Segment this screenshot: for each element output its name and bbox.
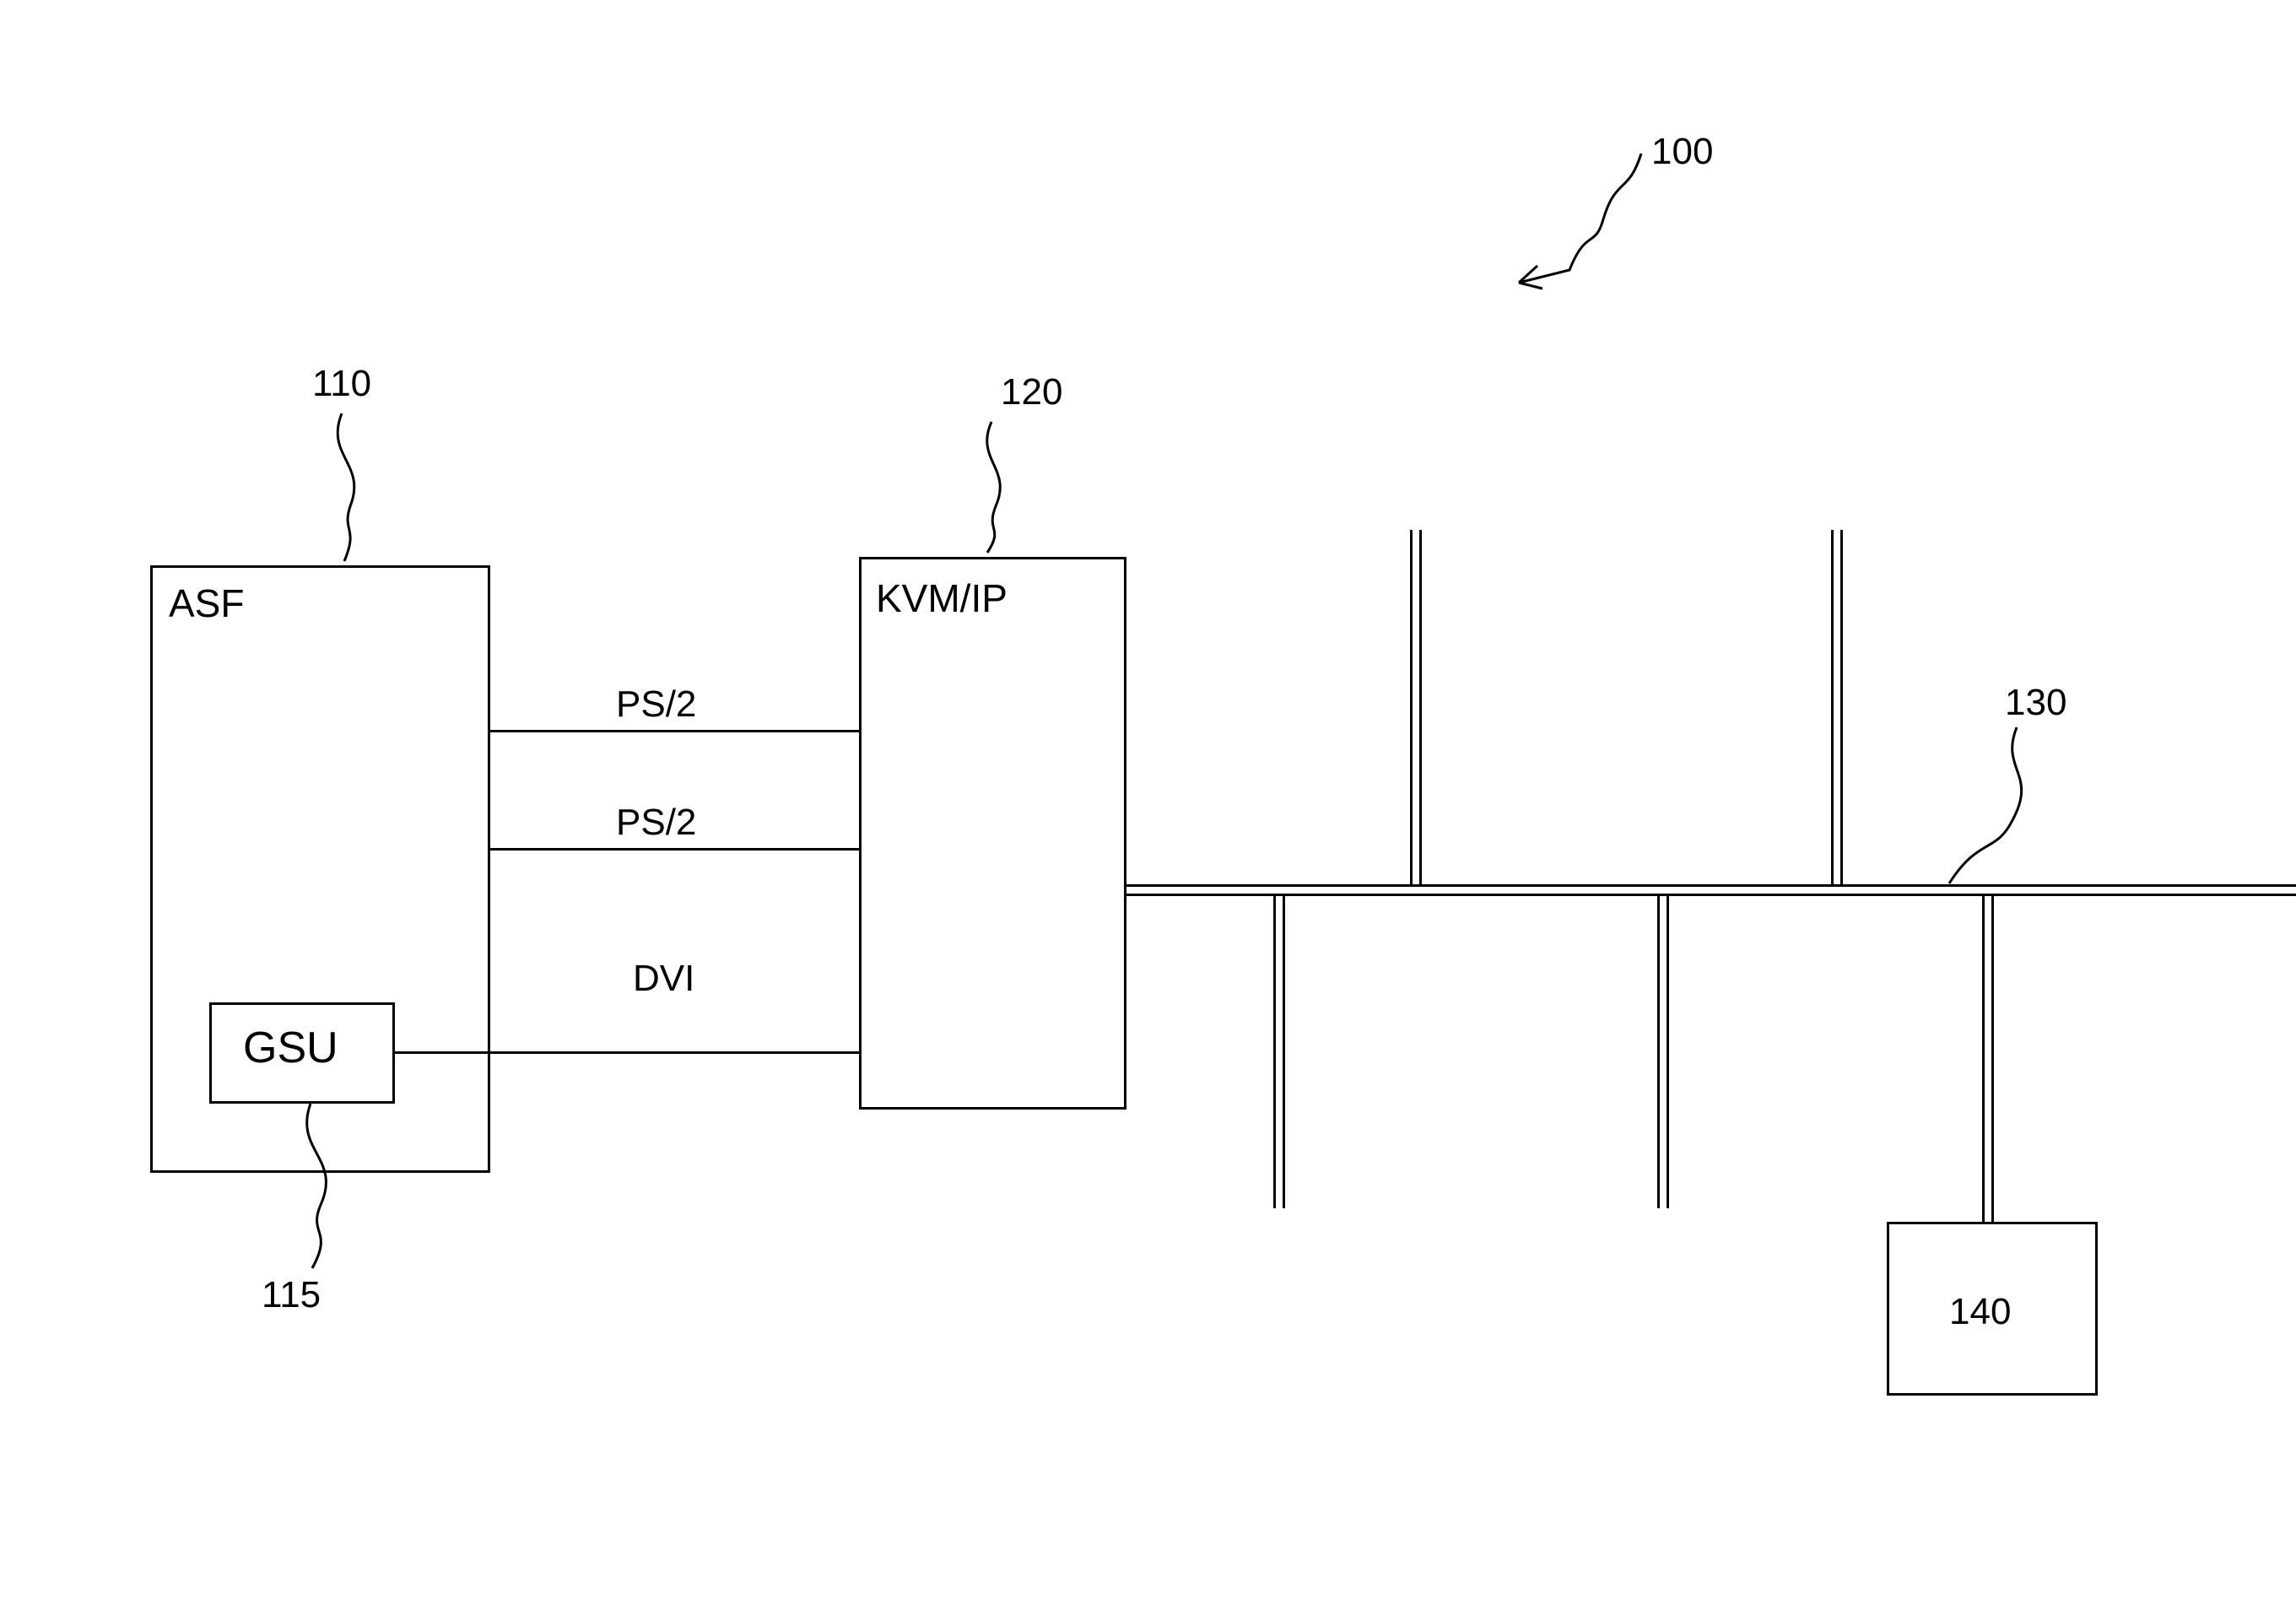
kvm-box <box>859 557 1126 1110</box>
squiggle-130 <box>1932 727 2025 888</box>
connection-ps2-bottom-label: PS/2 <box>616 802 696 844</box>
connection-dvi <box>395 1051 859 1054</box>
arrow-100 <box>1477 143 1654 295</box>
bus-tap-up-1 <box>1410 530 1422 884</box>
ref-130: 130 <box>2005 682 2066 724</box>
ref-115: 115 <box>262 1274 321 1316</box>
connection-ps2-top-label: PS/2 <box>616 683 696 726</box>
connection-dvi-label: DVI <box>633 958 694 1000</box>
diagram-canvas: ASF GSU KVM/IP 140 PS/2 PS/2 DVI 100 110… <box>0 0 2296 1604</box>
squiggle-115 <box>295 1104 371 1272</box>
connection-ps2-bottom <box>490 848 859 851</box>
kvm-title: KVM/IP <box>876 575 1008 621</box>
bus-tap-down-3 <box>1982 896 1994 1222</box>
squiggle-110 <box>321 413 388 565</box>
bus-tap-up-2 <box>1831 530 1843 884</box>
endpoint-id: 140 <box>1949 1291 2011 1333</box>
squiggle-120 <box>962 422 1029 557</box>
ref-120: 120 <box>1001 371 1062 413</box>
gsu-title: GSU <box>243 1023 338 1073</box>
bus-main <box>1126 884 2296 896</box>
ref-110: 110 <box>312 363 371 405</box>
connection-ps2-top <box>490 730 859 732</box>
asf-title: ASF <box>169 581 244 626</box>
ref-100: 100 <box>1651 131 1713 173</box>
bus-tap-down-1 <box>1273 896 1285 1208</box>
bus-tap-down-2 <box>1657 896 1669 1208</box>
